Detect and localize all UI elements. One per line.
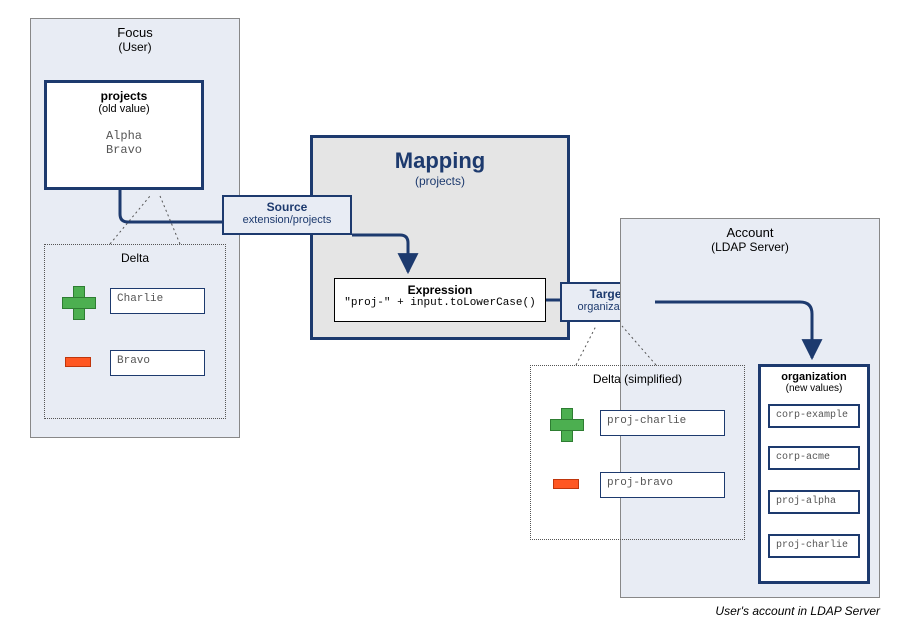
account-delta-remove: proj-bravo xyxy=(600,472,725,498)
focus-delta-title: Delta xyxy=(45,245,225,265)
expression-label: Expression xyxy=(335,283,545,297)
organization-subtitle: (new values) xyxy=(761,383,867,394)
plus-icon xyxy=(62,286,94,318)
account-delta-box: Delta (simplified) xyxy=(530,365,745,540)
source-label: Source xyxy=(224,200,350,214)
source-value: extension/projects xyxy=(224,214,350,226)
projects-title: projects xyxy=(47,89,201,103)
account-subtitle: (LDAP Server) xyxy=(621,240,879,254)
organization-title: organization xyxy=(761,371,867,383)
mapping-title: Mapping xyxy=(313,148,567,174)
source-badge: Source extension/projects xyxy=(222,195,352,235)
focus-title: Focus xyxy=(31,25,239,40)
org-value-1: corp-acme xyxy=(768,446,860,470)
expression-box: Expression "proj-" + input.toLowerCase() xyxy=(334,278,546,322)
org-value-2: proj-alpha xyxy=(768,490,860,514)
account-caption: User's account in LDAP Server xyxy=(620,604,880,618)
focus-delta-box: Delta xyxy=(44,244,226,419)
plus-icon xyxy=(550,408,582,440)
org-value-3: proj-charlie xyxy=(768,534,860,558)
projects-value-0: Alpha xyxy=(47,129,201,143)
org-value-0: corp-example xyxy=(768,404,860,428)
focus-delta-remove: Bravo xyxy=(110,350,205,376)
focus-subtitle: (User) xyxy=(31,40,239,54)
account-delta-title: Delta (simplified) xyxy=(531,366,744,386)
minus-icon xyxy=(65,357,91,367)
projects-value-1: Bravo xyxy=(47,143,201,157)
expression-value: "proj-" + input.toLowerCase() xyxy=(335,297,545,309)
projects-box: projects (old value) Alpha Bravo xyxy=(44,80,204,190)
account-delta-add: proj-charlie xyxy=(600,410,725,436)
account-title: Account xyxy=(621,225,879,240)
focus-delta-add: Charlie xyxy=(110,288,205,314)
mapping-subtitle: (projects) xyxy=(313,174,567,188)
minus-icon xyxy=(553,479,579,489)
projects-subtitle: (old value) xyxy=(47,103,201,115)
